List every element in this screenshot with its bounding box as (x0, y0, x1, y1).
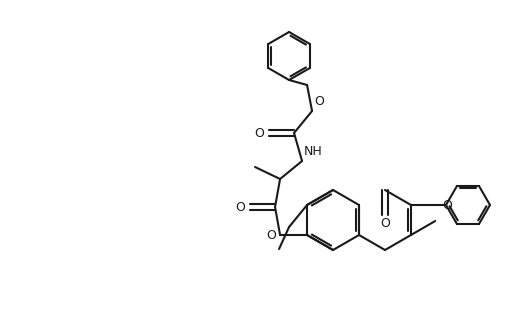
Text: O: O (266, 228, 276, 242)
Text: O: O (254, 126, 264, 139)
Text: NH: NH (304, 145, 323, 158)
Text: O: O (442, 198, 452, 211)
Text: O: O (235, 201, 245, 214)
Text: O: O (314, 95, 324, 108)
Text: O: O (380, 217, 390, 230)
